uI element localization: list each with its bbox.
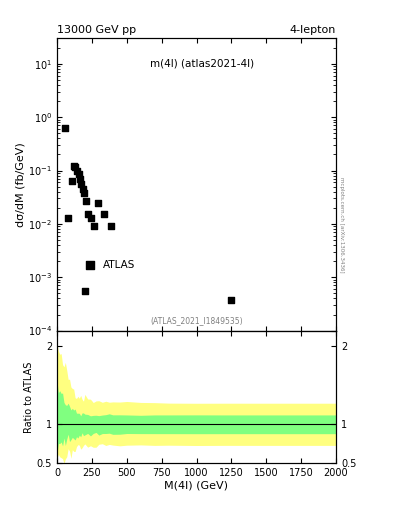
X-axis label: M(4l) (GeV): M(4l) (GeV) [165, 481, 228, 491]
ATLAS [85, 210, 92, 219]
Text: mcplots.cern.ch [arXiv:1306.3436]: mcplots.cern.ch [arXiv:1306.3436] [339, 178, 344, 273]
ATLAS [88, 214, 94, 222]
ATLAS [101, 210, 108, 219]
ATLAS [65, 214, 71, 222]
Y-axis label: dσ/dM (fb/GeV): dσ/dM (fb/GeV) [15, 142, 25, 227]
ATLAS [71, 162, 77, 170]
Text: (ATLAS_2021_I1849535): (ATLAS_2021_I1849535) [150, 316, 243, 325]
ATLAS [78, 180, 84, 188]
ATLAS [82, 287, 88, 295]
ATLAS [81, 189, 87, 197]
ATLAS [108, 222, 114, 230]
Text: 13000 GeV pp: 13000 GeV pp [57, 25, 136, 35]
Text: 4-lepton: 4-lepton [290, 25, 336, 35]
ATLAS [68, 177, 75, 185]
ATLAS [75, 170, 82, 178]
ATLAS [77, 175, 83, 183]
Y-axis label: Ratio to ATLAS: Ratio to ATLAS [24, 361, 34, 433]
ATLAS [74, 166, 80, 175]
ATLAS [95, 199, 101, 207]
ATLAS [72, 163, 78, 172]
ATLAS [83, 197, 90, 205]
Legend: ATLAS: ATLAS [75, 255, 140, 274]
ATLAS [62, 124, 68, 133]
ATLAS [91, 222, 97, 230]
ATLAS [228, 295, 235, 304]
Text: m(4l) (atlas2021-4l): m(4l) (atlas2021-4l) [150, 59, 254, 69]
ATLAS [80, 185, 86, 193]
